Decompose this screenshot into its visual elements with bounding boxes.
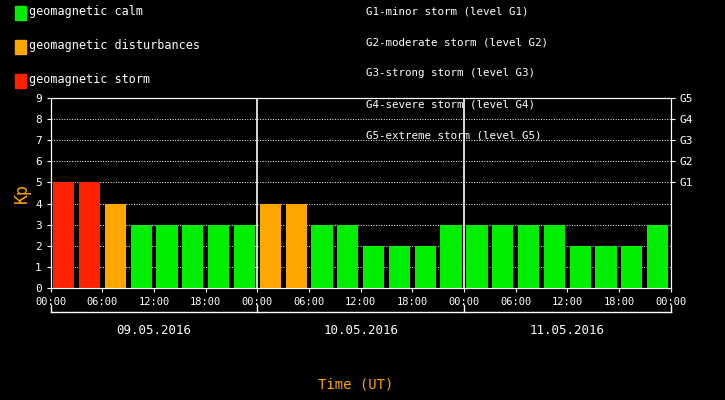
Bar (286, 204, 307, 288)
Text: G5-extreme storm (level G5): G5-extreme storm (level G5) (366, 131, 542, 141)
Bar (311, 225, 333, 288)
Bar (415, 246, 436, 288)
Text: G3-strong storm (level G3): G3-strong storm (level G3) (366, 68, 535, 78)
Text: G4-severe storm (level G4): G4-severe storm (level G4) (366, 100, 535, 110)
Bar (570, 246, 591, 288)
Bar (492, 225, 513, 288)
Bar (104, 204, 126, 288)
Text: geomagnetic calm: geomagnetic calm (29, 6, 143, 18)
Text: G2-moderate storm (level G2): G2-moderate storm (level G2) (366, 37, 548, 47)
Bar (157, 225, 178, 288)
Bar (441, 225, 462, 288)
Text: 10.05.2016: 10.05.2016 (323, 324, 398, 336)
Bar (544, 225, 565, 288)
Bar (53, 182, 74, 288)
Bar (337, 225, 358, 288)
Bar (621, 246, 642, 288)
Text: geomagnetic disturbances: geomagnetic disturbances (29, 40, 200, 52)
Bar (182, 225, 204, 288)
Bar (389, 246, 410, 288)
Bar (595, 246, 617, 288)
Text: G1-minor storm (level G1): G1-minor storm (level G1) (366, 6, 529, 16)
Text: 09.05.2016: 09.05.2016 (117, 324, 191, 336)
Bar (647, 225, 668, 288)
Bar (518, 225, 539, 288)
Bar (208, 225, 229, 288)
Text: Time (UT): Time (UT) (318, 377, 393, 391)
Text: 11.05.2016: 11.05.2016 (530, 324, 605, 336)
Y-axis label: Kp: Kp (13, 183, 30, 203)
Bar (466, 225, 487, 288)
Bar (79, 182, 100, 288)
Bar (363, 246, 384, 288)
Bar (234, 225, 255, 288)
Bar (260, 204, 281, 288)
Text: geomagnetic storm: geomagnetic storm (29, 74, 150, 86)
Bar (130, 225, 152, 288)
